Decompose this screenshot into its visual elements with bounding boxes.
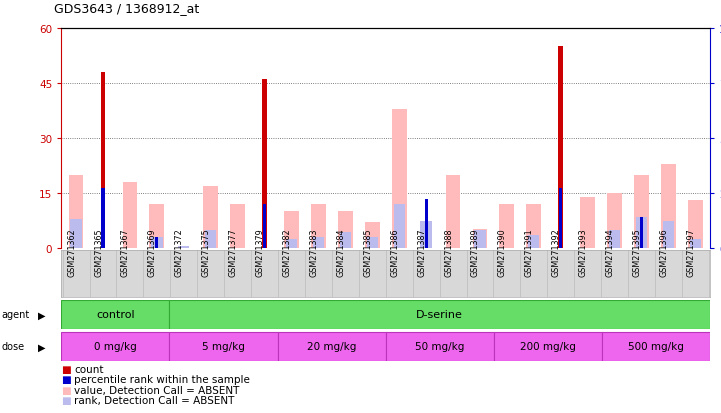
Bar xyxy=(558,47,563,248)
Bar xyxy=(123,183,137,248)
Text: count: count xyxy=(74,364,104,374)
Bar xyxy=(61,300,169,329)
Bar xyxy=(602,332,710,361)
Bar xyxy=(101,73,105,248)
Bar xyxy=(526,204,541,248)
Text: ▶: ▶ xyxy=(37,310,45,320)
Text: 50 mg/kg: 50 mg/kg xyxy=(415,342,464,351)
Bar xyxy=(61,332,169,361)
Bar xyxy=(169,332,278,361)
Text: GSM271393: GSM271393 xyxy=(579,228,588,276)
Bar xyxy=(392,109,407,248)
Bar xyxy=(262,80,267,248)
Bar xyxy=(394,204,405,248)
Bar xyxy=(607,193,622,248)
Text: GSM271369: GSM271369 xyxy=(148,228,157,276)
Text: GDS3643 / 1368912_at: GDS3643 / 1368912_at xyxy=(54,2,199,15)
Bar xyxy=(169,300,710,329)
Text: dose: dose xyxy=(1,342,25,351)
Bar xyxy=(494,332,602,361)
Text: GSM271385: GSM271385 xyxy=(363,228,372,276)
Bar xyxy=(178,246,190,248)
Text: GSM271386: GSM271386 xyxy=(390,228,399,276)
Bar xyxy=(149,204,164,248)
Text: GSM271396: GSM271396 xyxy=(660,228,668,276)
Text: ■: ■ xyxy=(61,395,71,405)
Bar xyxy=(278,332,386,361)
Text: GSM271388: GSM271388 xyxy=(444,228,453,276)
Text: GSM271394: GSM271394 xyxy=(606,228,614,276)
Text: 20 mg/kg: 20 mg/kg xyxy=(307,342,356,351)
Text: ■: ■ xyxy=(61,364,71,374)
Bar xyxy=(559,189,562,248)
Bar xyxy=(634,175,649,248)
Text: GSM271395: GSM271395 xyxy=(632,228,642,276)
Text: GSM271390: GSM271390 xyxy=(498,228,507,276)
Bar xyxy=(500,204,514,248)
Text: rank, Detection Call = ABSENT: rank, Detection Call = ABSENT xyxy=(74,395,234,405)
Text: GSM271362: GSM271362 xyxy=(67,228,76,276)
Bar xyxy=(636,218,647,248)
Bar xyxy=(311,204,326,248)
Text: 5 mg/kg: 5 mg/kg xyxy=(202,342,245,351)
Bar xyxy=(340,233,351,248)
Text: ■: ■ xyxy=(61,375,71,385)
Bar xyxy=(472,230,487,248)
Bar xyxy=(68,175,84,248)
Text: GSM271377: GSM271377 xyxy=(229,228,238,276)
Text: GSM271391: GSM271391 xyxy=(525,228,534,276)
Text: percentile rank within the sample: percentile rank within the sample xyxy=(74,375,250,385)
Text: 0 mg/kg: 0 mg/kg xyxy=(94,342,137,351)
Text: GSM271375: GSM271375 xyxy=(202,228,211,276)
Bar xyxy=(366,237,378,248)
Bar xyxy=(205,231,216,248)
Bar xyxy=(690,240,701,248)
Bar xyxy=(71,220,81,248)
Bar xyxy=(688,201,703,248)
Text: ■: ■ xyxy=(61,385,71,395)
Text: GSM271365: GSM271365 xyxy=(94,228,103,276)
Text: ▶: ▶ xyxy=(37,342,45,351)
Bar xyxy=(474,231,486,248)
Bar xyxy=(155,237,159,248)
Text: GSM271367: GSM271367 xyxy=(121,228,130,276)
Text: GSM271383: GSM271383 xyxy=(309,228,319,276)
Text: GSM271382: GSM271382 xyxy=(283,228,291,276)
Bar xyxy=(338,211,353,248)
Bar xyxy=(420,222,432,248)
Bar xyxy=(446,175,461,248)
Text: 500 mg/kg: 500 mg/kg xyxy=(628,342,684,351)
Text: GSM271379: GSM271379 xyxy=(255,228,265,276)
Bar xyxy=(580,197,595,248)
Text: GSM271387: GSM271387 xyxy=(417,228,426,276)
Bar xyxy=(425,200,428,248)
Text: 200 mg/kg: 200 mg/kg xyxy=(520,342,576,351)
Text: control: control xyxy=(96,310,135,320)
Bar xyxy=(386,332,494,361)
Bar xyxy=(663,222,674,248)
Bar xyxy=(365,223,380,248)
Text: GSM271384: GSM271384 xyxy=(337,228,345,276)
Text: GSM271389: GSM271389 xyxy=(471,228,480,276)
Text: GSM271392: GSM271392 xyxy=(552,228,561,276)
Text: D-serine: D-serine xyxy=(416,310,464,320)
Text: GSM271372: GSM271372 xyxy=(174,228,184,276)
Bar xyxy=(151,237,162,248)
Bar xyxy=(640,218,643,248)
Bar xyxy=(284,211,299,248)
Bar xyxy=(230,204,245,248)
Bar xyxy=(609,231,620,248)
Bar xyxy=(528,235,539,248)
Text: agent: agent xyxy=(1,310,30,320)
Bar xyxy=(313,237,324,248)
Text: value, Detection Call = ABSENT: value, Detection Call = ABSENT xyxy=(74,385,239,395)
Bar xyxy=(203,186,218,248)
Bar xyxy=(661,164,676,248)
Bar xyxy=(102,189,105,248)
Bar xyxy=(286,240,297,248)
Text: GSM271397: GSM271397 xyxy=(686,228,695,276)
Bar xyxy=(263,204,266,248)
